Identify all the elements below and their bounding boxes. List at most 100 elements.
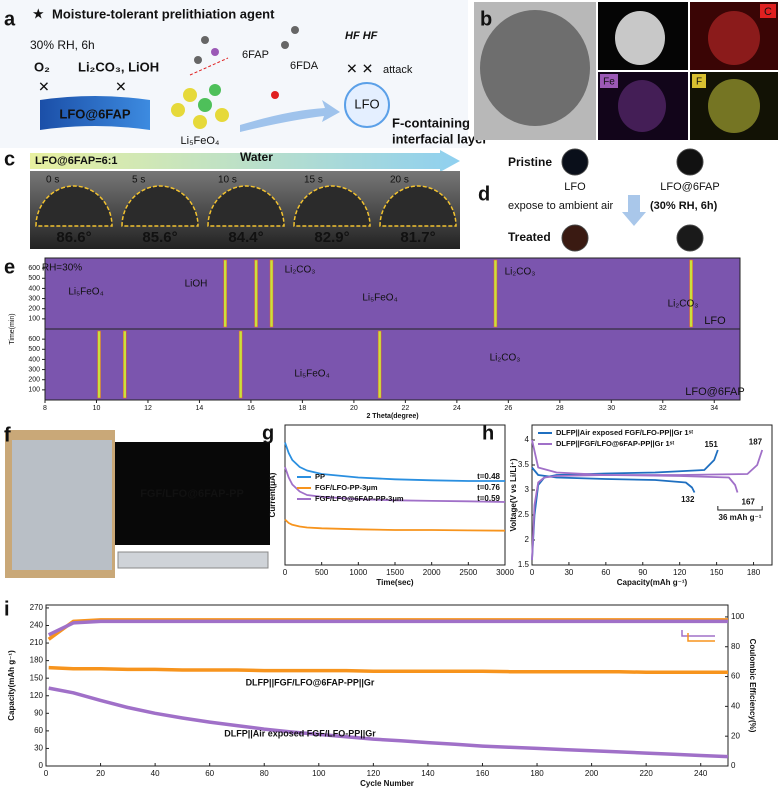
star: ★ (32, 6, 45, 22)
droplets: 0 s 86.6° 5 s 85.6° 10 s 84.4° 15 s 82.9° 20 s 81… (35, 175, 457, 246)
x-tick-label: 180 (747, 568, 761, 577)
peak (493, 259, 498, 328)
peak (223, 259, 227, 328)
annotation: Li₅FeO₄ (362, 293, 397, 304)
cross: ✕ ✕ (346, 61, 373, 77)
y-axis-label: Voltage(V vs Li/Li⁺) (509, 458, 518, 531)
y-tick-label: 210 (30, 638, 44, 647)
y-axis-label: Capacity(mAh g⁻¹) (7, 650, 16, 721)
series-line (284, 442, 505, 482)
arrow (240, 100, 340, 132)
annotation: RH=30% (42, 263, 82, 274)
y2-tick-label: 40 (731, 701, 740, 710)
panel-letter: f (4, 424, 11, 446)
x-tick-label: 26 (504, 405, 512, 412)
x-tick-label: 22 (401, 405, 409, 412)
gap-bracket (717, 506, 763, 511)
y-tick-label: 200 (28, 377, 40, 384)
y-tick-label: 120 (30, 691, 44, 700)
annotation: Li₅FeO₄ (294, 369, 329, 380)
y-tick-label: 600 (28, 336, 40, 343)
pristine: Pristine (508, 155, 552, 169)
plot-frame (531, 424, 773, 566)
x-tick-label: 18 (299, 405, 307, 412)
x-tick-label: 240 (694, 769, 708, 778)
time-label: 5 s (132, 175, 145, 186)
y-tick-label: 4 (525, 435, 530, 444)
label-box (692, 74, 706, 88)
x-tick-label: 28 (556, 405, 564, 412)
y-tick-label: 180 (30, 656, 44, 665)
separator-label: FGF/LFO@6FAP-PP (140, 488, 244, 500)
powder (561, 224, 589, 252)
condition: (30% RH, 6h) (650, 200, 718, 212)
y-tick-label: 270 (30, 603, 44, 612)
peak (689, 259, 693, 328)
medium: Water (240, 150, 273, 164)
y-tick-label: 3.5 (518, 460, 530, 469)
hf: HF HF (345, 30, 378, 42)
contact-angle: 85.6° (142, 229, 177, 246)
x-tick-label: 30 (607, 405, 615, 412)
gap-label: 36 mAh g⁻¹ (719, 513, 762, 522)
label-box (760, 4, 776, 18)
crystal (171, 84, 229, 129)
x-tick-label: 14 (196, 405, 204, 412)
contour-panel (44, 257, 741, 330)
peak (123, 330, 127, 399)
annotation: Li₂CO₃ (505, 267, 536, 278)
legend-label: DLFP||FGF/LFO@6FAP-PP||Gr 1ˢᵗ (556, 439, 674, 448)
x-tick-label: 220 (639, 769, 653, 778)
panel-letter: i (4, 598, 10, 620)
y2-axis-label: Coulombic Efficiency(%) (748, 639, 757, 733)
map-label: C (764, 6, 772, 18)
condition: 30% RH, 6h (30, 38, 95, 52)
panel-letter: h (482, 422, 494, 444)
x-tick-label: 12 (144, 405, 152, 412)
y-axis-label: Current(μA) (268, 472, 277, 517)
y-tick-label: 400 (28, 285, 40, 292)
annotation: Li₅FeO₄ (68, 287, 103, 298)
y-tick-label: 0 (39, 761, 44, 770)
ruler (117, 551, 269, 569)
series-label: LFO@6FAP (685, 386, 744, 398)
arrow (622, 195, 646, 226)
series-line (284, 518, 506, 532)
panel-b: C Fe F (474, 2, 778, 140)
x-tick-label: 80 (260, 769, 269, 778)
y-tick-label: 2 (525, 535, 530, 544)
x-axis-label: 2 Theta(degree) (366, 413, 418, 420)
x-tick-label: 200 (585, 769, 599, 778)
y-tick-label: 400 (28, 356, 40, 363)
y-tick-label: 3 (525, 485, 530, 494)
byproducts: Li₂CO₃, LiOH (78, 59, 159, 74)
legend-annotation: t=0.76 (477, 483, 500, 492)
coated-label: LFO@6FAP (59, 106, 131, 121)
arrow (30, 150, 460, 172)
annotation: Li₂CO₃ (490, 353, 521, 364)
x-tick-label: 60 (205, 769, 214, 778)
layer-label: interfacial layer (392, 131, 487, 146)
peak (254, 259, 258, 328)
series-line (47, 619, 728, 637)
lfo-label: LFO (564, 181, 586, 193)
x-tick-label: 90 (638, 568, 647, 577)
x-tick-label: 2000 (423, 568, 441, 577)
x-tick-label: 32 (659, 405, 667, 412)
x-tick-label: 3000 (496, 568, 514, 577)
label-box (600, 74, 618, 88)
data-label: 132 (681, 495, 695, 504)
eds-particle (618, 80, 666, 132)
y2-tick-label: 20 (731, 731, 740, 740)
x-tick-label: 150 (710, 568, 724, 577)
panel-c: LFO@6FAP=6:1 Water 0 s 86.6° 5 s 85.6° 10 s 8… (30, 150, 460, 249)
molecules (194, 26, 299, 99)
x-tick-label: 2500 (459, 568, 477, 577)
y-tick-label: 1.5 (518, 560, 530, 569)
time-label: 0 s (46, 175, 59, 186)
series-line (531, 449, 719, 561)
legend-annotation: t=0.59 (477, 494, 500, 503)
treated: Treated (508, 230, 551, 244)
y-tick-label: 90 (34, 708, 43, 717)
y-tick-label: 30 (34, 744, 43, 753)
